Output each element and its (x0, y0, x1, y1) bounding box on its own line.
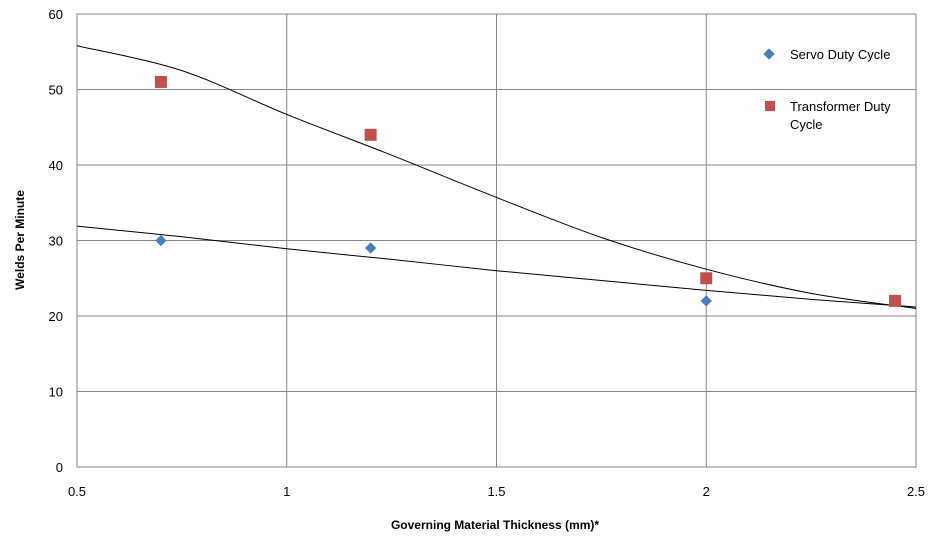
gridlines (76, 13, 917, 468)
axes (76, 13, 917, 468)
x-tick-label: 2 (703, 484, 710, 499)
trendline-servo (76, 225, 917, 308)
legend-label-servo: Servo Duty Cycle (790, 47, 890, 62)
y-tick-label: 60 (49, 7, 63, 22)
legend-label-transformer: Transformer Duty Cycle (790, 99, 894, 132)
tick-labels: 0 10 20 30 40 50 60 0.5 1 1.5 2 2.5 (49, 7, 926, 499)
x-tick-label: 1 (283, 484, 290, 499)
x-tick-label: 0.5 (68, 484, 86, 499)
legend-marker-transformer (765, 101, 775, 111)
data-point-servo (700, 295, 712, 307)
x-axis-label: Governing Material Thickness (mm)* (391, 518, 599, 532)
data-point-servo (364, 242, 377, 254)
y-axis-label: Welds Per Minute (13, 190, 27, 290)
trendline-transformer (76, 45, 917, 309)
data-point-transformer (889, 294, 902, 307)
legend-marker-servo (763, 48, 775, 60)
legend: Servo Duty Cycle Transformer Duty Cycle (763, 47, 894, 132)
y-tick-label: 40 (49, 158, 63, 173)
data-point-servo (155, 234, 167, 247)
legend-label-transformer-line2: Cycle (790, 117, 823, 132)
y-tick-label: 20 (49, 309, 63, 324)
data-points (154, 75, 902, 307)
plot-border (76, 13, 917, 468)
y-tick-label: 30 (49, 234, 63, 249)
y-tick-label: 0 (56, 460, 63, 475)
x-tick-label: 1.5 (487, 484, 505, 499)
y-tick-label: 10 (49, 385, 63, 400)
x-tick-label: 2.5 (907, 484, 925, 499)
data-point-transformer (700, 272, 713, 285)
trendlines (76, 45, 917, 309)
legend-label-transformer-line1: Transformer Duty (790, 99, 891, 114)
data-point-transformer (154, 75, 167, 88)
data-point-transformer (364, 128, 377, 141)
y-tick-label: 50 (49, 83, 63, 98)
